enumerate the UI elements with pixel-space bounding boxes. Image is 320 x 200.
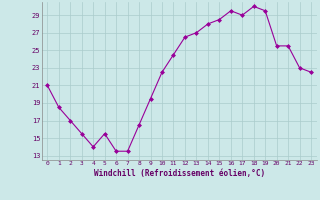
- X-axis label: Windchill (Refroidissement éolien,°C): Windchill (Refroidissement éolien,°C): [94, 169, 265, 178]
